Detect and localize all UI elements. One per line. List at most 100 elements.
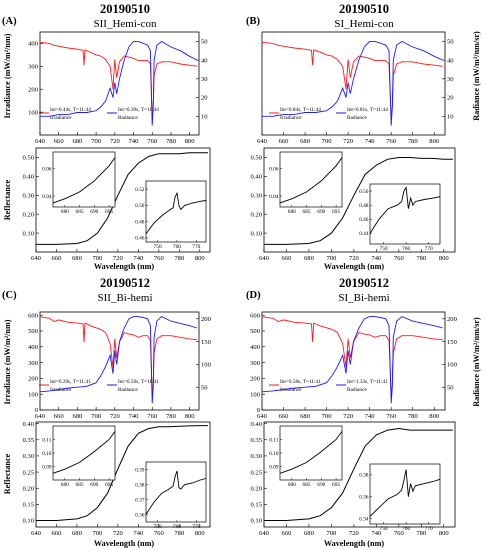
spectrum-xtick-label-b: 780 <box>408 138 419 145</box>
inset-left-ytick-label-c: 0.09 <box>42 464 52 470</box>
reflectance-xtick-label-d: 760 <box>394 530 405 537</box>
reflectance-xtick-label-b: 760 <box>394 255 405 262</box>
reflectance-xtick-label-a: 680 <box>72 255 83 262</box>
reflectance-xtick-label-a: 720 <box>113 255 124 262</box>
irradiance-ytick-label-c: 400 <box>28 344 39 351</box>
inset-left-ytick-label-d: 0.10 <box>269 451 279 457</box>
legend-rad-label-d: Radiance <box>347 387 367 393</box>
xlabel-b: Wavelength (nm) <box>324 262 385 271</box>
radiance-ytick-label-b: 20 <box>447 95 454 102</box>
spectrum-frame-c <box>39 311 200 411</box>
reflectance-xtick-label-a: 760 <box>154 255 165 262</box>
reflectance-series-d <box>264 427 453 521</box>
irradiance-ytick-label-c: 0 <box>35 407 39 414</box>
spectrum-xtick-label-a: 740 <box>129 138 140 145</box>
inset-right-ytick-label-d: 0.36 <box>359 495 369 501</box>
ylabel-irradiance-c: Irradiance (mW/m²/nm) <box>3 319 12 404</box>
reflectance-xtick-label-a: 740 <box>133 255 144 262</box>
inset-left-xtick-label-b: 695 <box>332 209 340 215</box>
legend-rad-int-d: Int=1.33s, T=11:41 <box>347 379 388 385</box>
spectrum-xtick-label-d: 740 <box>365 413 376 420</box>
panel-title-a: SII_Hemi-con <box>94 18 157 30</box>
spectrum-xtick-label-a: 660 <box>54 138 65 145</box>
panel-c: 640 660 680 700 720 740 760 780 8000100200300400… <box>22 311 212 537</box>
spectrum-xtick-label-b: 640 <box>257 138 268 145</box>
reflectance-xtick-label-d: 800 <box>439 530 450 537</box>
inset-right-ytick-label-d: 0.38 <box>359 473 369 479</box>
irradiance-ytick-label-c: 500 <box>28 328 39 335</box>
spectrum-xtick-label-d: 680 <box>300 413 311 420</box>
spectrum-xtick-label-b: 800 <box>429 138 440 145</box>
spectrum-xtick-label-b: 680 <box>300 138 311 145</box>
inset-left-xtick-label-a: 685 <box>76 209 84 215</box>
irradiance-ytick-label-c: 100 <box>28 391 39 398</box>
irradiance-ytick-label-a: 100 <box>28 109 39 116</box>
reflectance-xtick-label-c: 720 <box>113 530 124 537</box>
reflectance-ytick-label-d: 0.10 <box>250 518 262 525</box>
reflectance-xtick-label-a: 780 <box>174 255 185 262</box>
panel-d: 640 660 680 700 720 740 760 780 800 0 100 200 300 400… <box>250 311 458 537</box>
reflectance-ytick-label-b: 0.50 <box>250 155 262 162</box>
reflectance-xtick-label-b: 740 <box>371 255 382 262</box>
inset-left-ytick-label-a: 0.06 <box>42 166 52 172</box>
spectrum-xtick-label-b: 700 <box>322 138 333 145</box>
reflectance-xtick-label-b: 700 <box>326 255 337 262</box>
inset-right-frame-d <box>369 463 441 525</box>
reflectance-xtick-label-c: 660 <box>52 530 63 537</box>
inset-left-xtick-label-c: 685 <box>76 482 84 488</box>
legend-c: Int=0.29s, T=11:41 Irradiance Int=0.59s,… <box>39 379 159 393</box>
irradiance-ytick-label-a: 200 <box>28 86 39 93</box>
reflectance-ytick-label-c: 0.40 <box>22 421 34 428</box>
spectrum-xtick-label-c: 800 <box>185 413 196 420</box>
radiance-ytick-label-b: 30 <box>447 76 454 83</box>
spectrum-xtick-label-c: 640 <box>35 413 46 420</box>
spectrum-frame-d <box>261 311 446 411</box>
radiance-ytick-label-c: 200 <box>201 316 212 323</box>
reflectance-ytick-label-c: 0.30 <box>22 453 34 460</box>
reflectance-xtick-label-c: 760 <box>154 530 165 537</box>
reflectance-ytick-label-a: 0.20 <box>22 211 34 218</box>
radiance-series-b <box>262 40 443 126</box>
radiance-ytick-label-d: 100 <box>447 362 458 369</box>
panel-letter-b: (B) <box>246 16 261 27</box>
spectrum-xtick-label-d: 800 <box>429 413 440 420</box>
spectrum-xtick-label-a: 720 <box>110 138 121 145</box>
inset-right-xtick-label-c: 760 <box>173 524 181 530</box>
reflectance-xtick-label-c: 800 <box>195 530 206 537</box>
inset-left-xtick-label-c: 680 <box>61 482 69 488</box>
reflectance-ytick-label-b: 0.30 <box>250 192 262 199</box>
reflectance-series-c <box>36 425 208 521</box>
spectrum-xtick-label-d: 700 <box>322 413 333 420</box>
inset-left-xtick-label-b: 690 <box>317 209 325 215</box>
panel-letter-d: (D) <box>246 290 261 301</box>
reflectance-xtick-label-d: 660 <box>282 530 293 537</box>
spectrum-xtick-label-a: 700 <box>91 138 102 145</box>
legend-b: Int=0.84s, T=11:44 Irradiance Int=0.81s,… <box>269 107 388 121</box>
spectrum-xtick-label-c: 760 <box>147 413 158 420</box>
inset-left-frame-a <box>52 151 116 208</box>
radiance-ytick-label-c: 100 <box>201 362 212 369</box>
legend-irr-label-a: Irradiance <box>50 115 72 121</box>
inset-right-xtick-label-a: 770 <box>192 244 200 250</box>
reflectance-xtick-label-c: 740 <box>133 530 144 537</box>
inset-left-ytick-label-c: 0.11 <box>42 437 52 443</box>
inset-left-frame-c <box>52 425 116 481</box>
ylabel-radiance-d: Radiance (mW/m²/nm/sr) <box>472 317 481 407</box>
inset-left-series-c <box>52 431 116 474</box>
legend-rad-int-c: Int=0.59s, T=11:41 <box>118 379 159 385</box>
inset-right-ytick-label-d: 0.34 <box>359 516 369 522</box>
inset-right-xtick-label-b: 760 <box>402 246 410 252</box>
reflectance-xtick-label-d: 640 <box>259 530 270 537</box>
spectrum-xtick-label-a: 800 <box>185 138 196 145</box>
legend-irr-int-c: Int=0.29s, T=11:41 <box>50 379 91 385</box>
inset-right-xtick-label-b: 750 <box>380 246 388 252</box>
inset-left-ytick-label-d: 0.11 <box>269 437 279 443</box>
reflectance-ytick-label-c: 0.10 <box>22 518 34 525</box>
irradiance-ytick-label-d: 200 <box>250 376 261 383</box>
reflectance-xtick-label-c: 640 <box>31 530 42 537</box>
reflectance-series-a <box>36 152 208 245</box>
irradiance-ytick-label-d: 300 <box>250 360 261 367</box>
panel-date-c: 20190512 <box>100 276 150 290</box>
radiance-ytick-label-b: 40 <box>447 57 454 64</box>
legend-irr-label-d: Irradiance <box>280 387 302 393</box>
